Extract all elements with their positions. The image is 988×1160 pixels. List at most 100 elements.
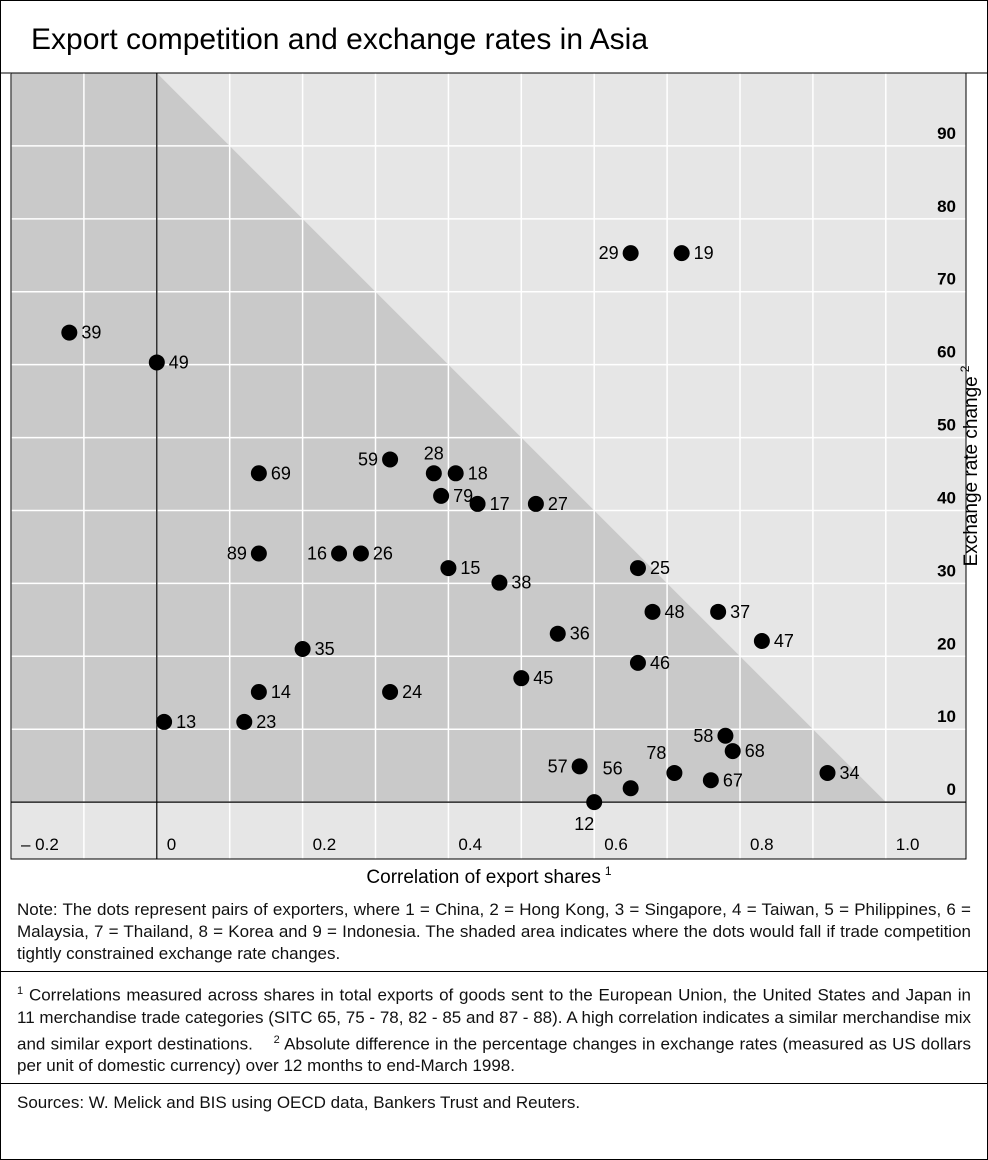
- point-label: 68: [745, 741, 765, 761]
- data-point: [673, 245, 690, 262]
- data-point: [491, 574, 508, 591]
- y-axis-label-text: Exchange rate change: [961, 376, 982, 566]
- data-point: [331, 545, 348, 562]
- data-point: [352, 545, 369, 562]
- y-tick-label: 0: [947, 780, 956, 799]
- x-tick-label: 0.8: [750, 835, 774, 854]
- data-point: [717, 727, 734, 744]
- point-label: 69: [271, 463, 291, 483]
- point-label: 59: [358, 449, 378, 469]
- footnotes: 1 Correlations measured across shares in…: [1, 971, 987, 1083]
- plot-frame: [10, 72, 967, 860]
- chart: Export competition and exchange rates in…: [1, 23, 987, 888]
- data-point: [469, 495, 486, 512]
- data-point: [819, 764, 836, 781]
- x-axis-label-text: Correlation of export shares: [366, 867, 600, 888]
- x-tick-label: – 0.2: [21, 835, 59, 854]
- point-label: 79: [453, 486, 473, 506]
- point-label: 58: [693, 726, 713, 746]
- point-label: 29: [599, 243, 619, 263]
- data-point: [586, 794, 603, 811]
- point-label: 67: [723, 770, 743, 790]
- point-label: 34: [839, 763, 859, 783]
- point-label: 28: [424, 443, 444, 463]
- data-point: [622, 245, 639, 262]
- data-point: [250, 684, 267, 701]
- point-label: 27: [548, 494, 568, 514]
- y-tick-label: 70: [937, 270, 956, 289]
- x-tick-label: 0: [167, 835, 176, 854]
- data-point: [156, 713, 173, 730]
- footnote-mark: 1: [17, 985, 24, 997]
- y-axis-label: Exchange rate change 2: [958, 365, 982, 566]
- point-label: 36: [570, 624, 590, 644]
- point-label: 19: [694, 243, 714, 263]
- data-point: [702, 772, 719, 789]
- data-point: [710, 603, 727, 620]
- y-tick-label: 90: [937, 124, 956, 143]
- data-point: [629, 654, 646, 671]
- data-point: [527, 495, 544, 512]
- data-point: [294, 641, 311, 658]
- point-label: 13: [176, 712, 196, 732]
- data-point: [250, 465, 267, 482]
- x-axis-label: Correlation of export shares 1: [366, 864, 611, 888]
- data-point: [440, 560, 457, 577]
- y-axis-label-note: 2: [958, 365, 972, 372]
- point-label: 37: [730, 602, 750, 622]
- data-point: [236, 713, 253, 730]
- point-label: 16: [307, 543, 327, 563]
- x-tick-label: 0.4: [458, 835, 482, 854]
- point-label: 89: [227, 543, 247, 563]
- point-label: 18: [468, 463, 488, 483]
- point-label: 46: [650, 653, 670, 673]
- y-tick-label: 20: [937, 634, 956, 653]
- data-point: [549, 625, 566, 642]
- data-point: [724, 743, 741, 760]
- point-label: 26: [373, 543, 393, 563]
- note: Note: The dots represent pairs of export…: [17, 900, 971, 963]
- x-tick-label: 1.0: [896, 835, 920, 854]
- y-tick-label: 10: [937, 707, 956, 726]
- point-label: 17: [490, 494, 510, 514]
- data-point: [382, 451, 399, 468]
- y-tick-label: 60: [937, 343, 956, 362]
- x-tick-label: 0.2: [313, 835, 337, 854]
- data-point: [629, 560, 646, 577]
- point-label: 25: [650, 558, 670, 578]
- point-label: 14: [271, 682, 291, 702]
- data-point: [382, 684, 399, 701]
- point-label: 35: [315, 639, 335, 659]
- data-point: [148, 354, 165, 371]
- point-label: 23: [256, 712, 276, 732]
- data-point: [513, 670, 530, 687]
- point-label: 45: [533, 668, 553, 688]
- sources: Sources: W. Melick and BIS using OECD da…: [1, 1083, 987, 1120]
- data-point: [425, 465, 442, 482]
- chart-title: Export competition and exchange rates in…: [31, 23, 648, 56]
- data-point: [447, 465, 464, 482]
- y-tick-label: 80: [937, 197, 956, 216]
- x-tick-label: 0.6: [604, 835, 628, 854]
- point-label: 15: [460, 558, 480, 578]
- data-point: [571, 758, 588, 775]
- point-label: 48: [665, 602, 685, 622]
- footnote: Absolute difference in the percentage ch…: [17, 1034, 971, 1076]
- data-point: [433, 487, 450, 504]
- point-label: 49: [169, 352, 189, 372]
- y-tick-label: 30: [937, 561, 956, 580]
- point-label: 24: [402, 682, 422, 702]
- x-axis-label-note: 1: [605, 864, 612, 878]
- data-point: [666, 764, 683, 781]
- point-label: 39: [81, 323, 101, 343]
- point-label: 47: [774, 631, 794, 651]
- footnote: Correlations measured across shares in t…: [17, 985, 971, 1054]
- point-label: 57: [548, 756, 568, 776]
- data-point: [61, 324, 78, 341]
- data-point: [644, 603, 661, 620]
- notes: Note: The dots represent pairs of export…: [1, 891, 987, 1120]
- point-label: 12: [574, 814, 594, 834]
- point-label: 78: [646, 743, 666, 763]
- data-point: [622, 780, 639, 797]
